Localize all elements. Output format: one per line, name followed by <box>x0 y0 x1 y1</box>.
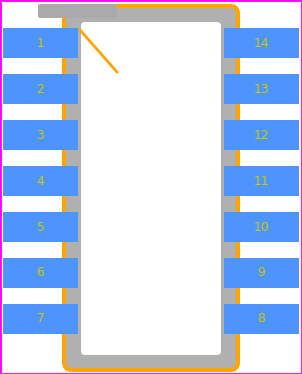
Bar <box>3 74 78 104</box>
FancyBboxPatch shape <box>80 21 222 356</box>
FancyBboxPatch shape <box>38 4 117 18</box>
Text: 1: 1 <box>37 37 44 49</box>
Bar <box>3 28 78 58</box>
Text: 4: 4 <box>37 175 44 187</box>
Text: 10: 10 <box>254 221 269 233</box>
Bar <box>224 28 299 58</box>
FancyBboxPatch shape <box>64 6 238 370</box>
Text: 2: 2 <box>37 83 44 95</box>
Text: 5: 5 <box>37 221 44 233</box>
Bar <box>224 304 299 334</box>
Bar <box>3 120 78 150</box>
Bar <box>3 304 78 334</box>
Text: 7: 7 <box>37 313 44 325</box>
Text: 13: 13 <box>254 83 269 95</box>
Bar <box>3 258 78 288</box>
Text: 9: 9 <box>258 267 265 279</box>
Text: 14: 14 <box>254 37 269 49</box>
Bar <box>3 212 78 242</box>
Bar <box>224 74 299 104</box>
Text: 3: 3 <box>37 129 44 141</box>
Text: 12: 12 <box>254 129 269 141</box>
Bar <box>224 258 299 288</box>
Text: 8: 8 <box>258 313 265 325</box>
Bar <box>224 120 299 150</box>
Text: 11: 11 <box>254 175 269 187</box>
Text: 6: 6 <box>37 267 44 279</box>
Bar <box>224 166 299 196</box>
Bar <box>3 166 78 196</box>
Bar <box>224 212 299 242</box>
